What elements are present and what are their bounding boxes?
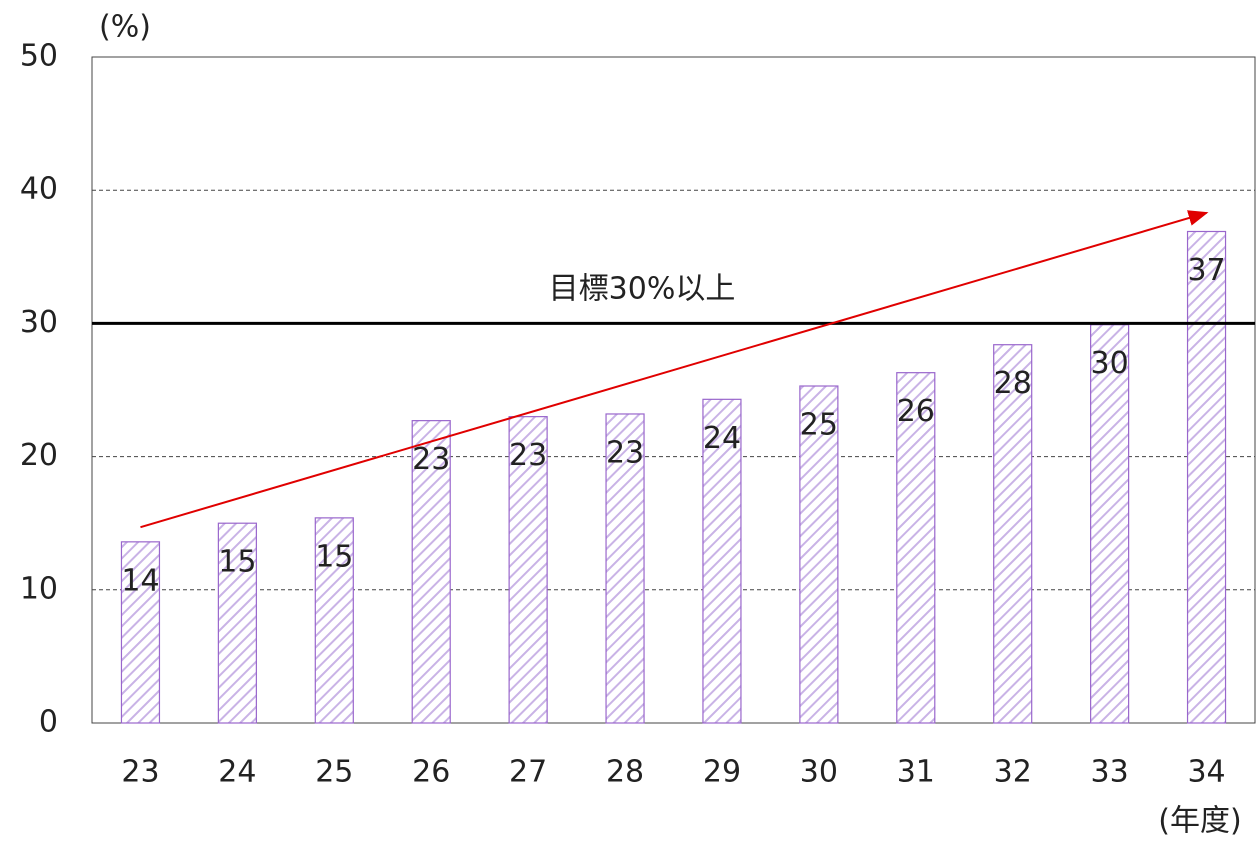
bar [217,522,257,724]
y-axis-label: (%) [99,10,151,45]
x-tick-label: 27 [509,755,547,790]
data-label: 23 [509,438,547,473]
x-tick-label: 31 [897,755,935,790]
x-tick-label: 25 [315,755,353,790]
data-label: 23 [412,442,450,477]
data-label: 24 [703,421,741,456]
x-tick-label: 29 [703,755,741,790]
data-label: 37 [1187,253,1225,288]
bar [896,372,936,724]
y-tick-label: 40 [20,172,58,207]
bar [702,398,742,724]
annotation: 目標30%以上 [549,272,736,307]
data-label: 30 [1091,346,1129,381]
x-tick-label: 23 [121,755,159,790]
y-tick-label: 30 [20,305,58,340]
bar [799,385,839,724]
bar [314,517,354,724]
y-tick-label: 20 [20,438,58,473]
x-tick-label: 34 [1187,755,1225,790]
bar [1090,324,1130,724]
bar [1186,230,1227,724]
y-tick-label: 50 [20,39,58,74]
x-tick-label: 24 [218,755,256,790]
bar [120,541,161,724]
x-tick-label: 33 [1091,755,1129,790]
x-tick-label: 32 [994,755,1032,790]
x-tick-label: 30 [800,755,838,790]
bar [605,413,645,724]
data-label: 28 [994,366,1032,401]
bar [411,420,451,724]
data-label: 15 [218,545,256,580]
x-tick-label: 26 [412,755,450,790]
bar [993,344,1033,724]
data-label: 14 [121,563,159,598]
data-label: 15 [315,539,353,574]
bar [508,416,548,724]
x-axis-label: (年度) [1158,804,1241,839]
y-tick-label: 0 [39,705,58,740]
plot-frame [91,56,1256,724]
data-label: 26 [897,394,935,429]
data-label: 23 [606,435,644,470]
trend-arrow [140,210,1209,529]
data-label: 25 [800,408,838,443]
y-tick-label: 10 [20,571,58,606]
x-tick-label: 28 [606,755,644,790]
